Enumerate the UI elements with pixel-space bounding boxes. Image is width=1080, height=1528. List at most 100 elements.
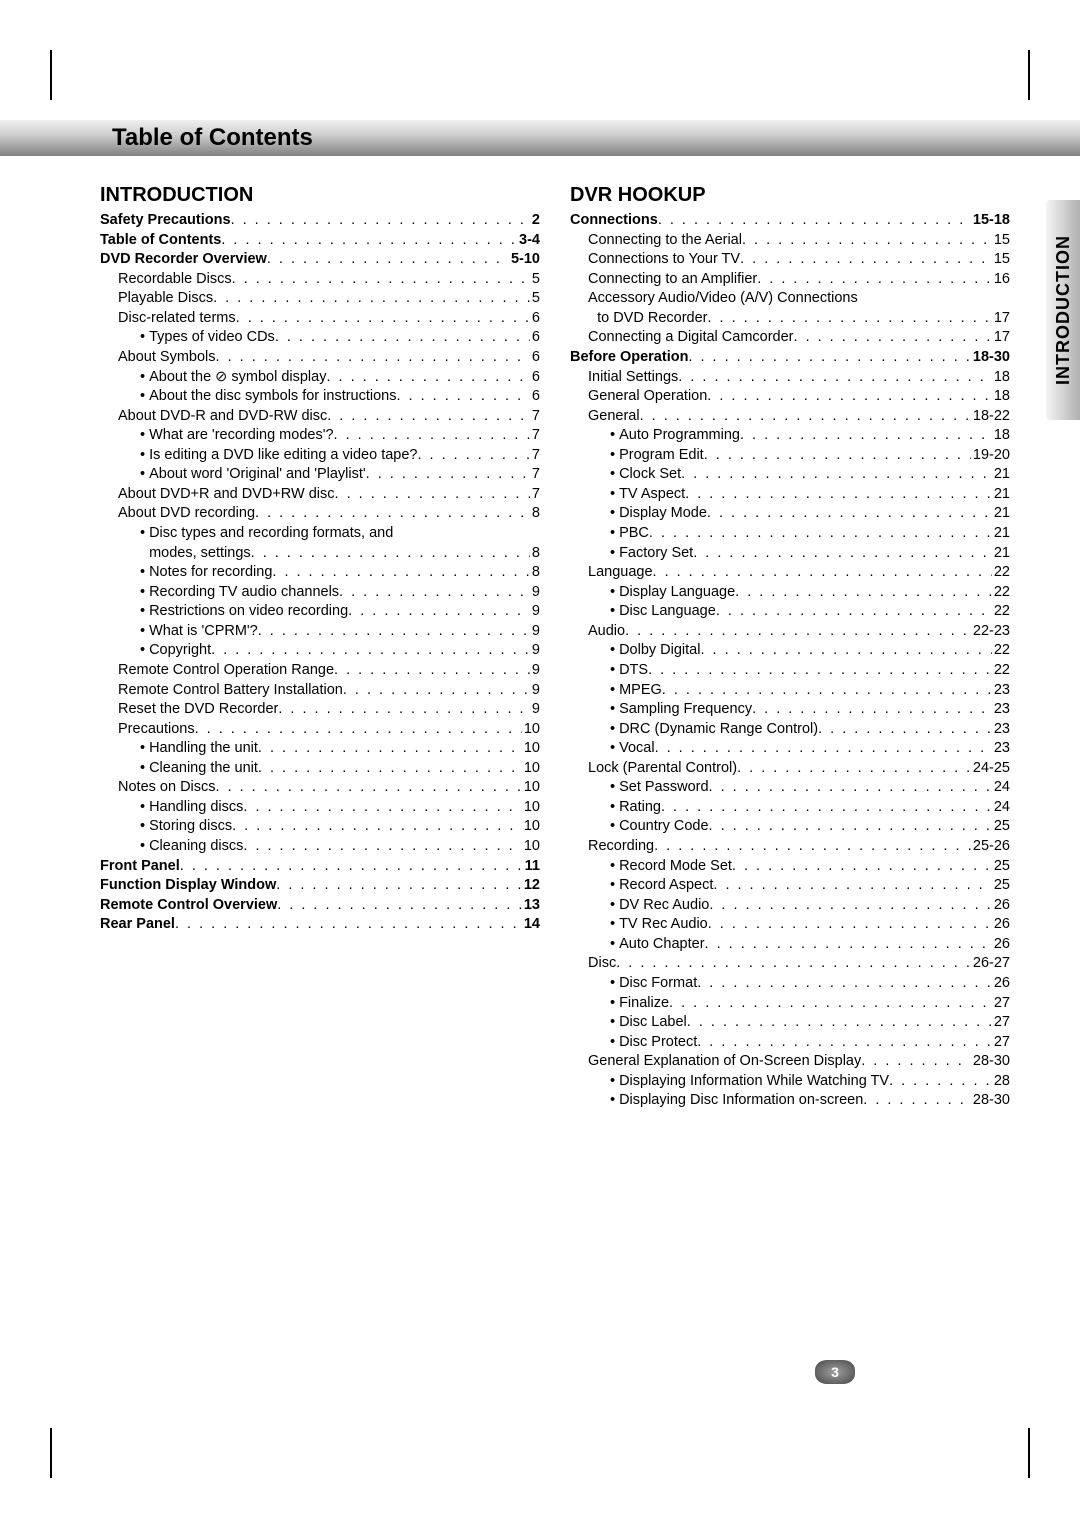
toc-entry: DVD Recorder Overview5-10 (100, 250, 540, 270)
toc-label: DVD Recorder Overview (100, 250, 267, 270)
toc-entry: General 18-22 (570, 407, 1010, 427)
toc-label: Connecting to the Aerial (588, 231, 742, 251)
toc-leader (195, 720, 522, 740)
toc-leader (737, 759, 971, 779)
crop-mark (1028, 50, 1030, 100)
toc-page: 24 (992, 778, 1010, 798)
toc-leader (861, 1052, 971, 1072)
bullet-icon: • (610, 994, 615, 1014)
toc-page: 15 (992, 231, 1010, 251)
toc-label: Recording (588, 837, 654, 857)
toc-leader (625, 622, 971, 642)
toc-page: 9 (530, 602, 540, 622)
toc-entry: •Auto Programming18 (570, 426, 1010, 446)
toc-label: Disc Label (619, 1013, 687, 1033)
toc-page: 10 (522, 817, 540, 837)
toc-page: 18-22 (971, 407, 1010, 427)
toc-label: PBC (619, 524, 649, 544)
toc-label: Copyright (149, 641, 211, 661)
toc-page: 6 (530, 348, 540, 368)
toc-leader (243, 837, 521, 857)
toc-label: Front Panel (100, 857, 180, 877)
toc-leader (231, 211, 530, 231)
toc-page: 9 (530, 681, 540, 701)
toc-label: Precautions (118, 720, 195, 740)
toc-entry: •PBC21 (570, 524, 1010, 544)
toc-label: to DVD Recorder (597, 309, 707, 329)
toc-page: 24-25 (971, 759, 1010, 779)
toc-leader (716, 602, 992, 622)
toc-entry: Audio22-23 (570, 622, 1010, 642)
toc-label: Connections (570, 211, 658, 231)
toc-leader (794, 328, 992, 348)
toc-label: Language (588, 563, 653, 583)
toc-label: Rear Panel (100, 915, 175, 935)
crop-mark (50, 1428, 52, 1478)
bullet-icon: • (140, 426, 145, 446)
toc-entry: Connecting a Digital Camcorder17 (570, 328, 1010, 348)
toc-entry: •modes, settings8 (100, 544, 540, 564)
toc-entry: Reset the DVD Recorder9 (100, 700, 540, 720)
toc-page: 21 (992, 485, 1010, 505)
toc-leader (752, 700, 992, 720)
toc-entry: •What are 'recording modes'?7 (100, 426, 540, 446)
toc-label: General (588, 407, 640, 427)
toc-label: Notes for recording (149, 563, 272, 583)
toc-page: 24 (992, 798, 1010, 818)
toc-label: Accessory Audio/Video (A/V) Connections (588, 289, 858, 309)
toc-label: Displaying Disc Information on-screen (619, 1091, 863, 1111)
toc-page: 6 (530, 328, 540, 348)
toc-leader (685, 485, 992, 505)
bullet-icon: • (610, 504, 615, 524)
toc-leader (616, 954, 971, 974)
toc-page: 15-18 (971, 211, 1010, 231)
toc-entry: •Display Language22 (570, 583, 1010, 603)
toc-page: 12 (522, 876, 540, 896)
toc-entry: Lock (Parental Control)24-25 (570, 759, 1010, 779)
toc-label: Connecting a Digital Camcorder (588, 328, 794, 348)
toc-leader (366, 465, 530, 485)
toc-leader (740, 250, 992, 270)
bullet-icon: • (610, 935, 615, 955)
toc-label: Playable Discs (118, 289, 213, 309)
toc-page: 6 (530, 387, 540, 407)
toc-entry: •Program Edit19-20 (570, 446, 1010, 466)
toc-entry: Before Operation18-30 (570, 348, 1010, 368)
toc-page: 8 (530, 563, 540, 583)
toc-leader (732, 857, 992, 877)
toc-entry: Table of Contents3-4 (100, 231, 540, 251)
toc-leader (213, 289, 530, 309)
toc-label: About the disc symbols for instructions (149, 387, 396, 407)
toc-leader (276, 876, 522, 896)
toc-label: Disc-related terms (118, 309, 236, 329)
toc-page: 10 (522, 759, 540, 779)
toc-entry: •Types of video CDs6 (100, 328, 540, 348)
toc-entry: •Handling the unit10 (100, 739, 540, 759)
toc-label: Types of video CDs (149, 328, 275, 348)
crop-mark (1028, 1428, 1030, 1478)
bullet-icon: • (610, 974, 615, 994)
bullet-icon: • (140, 563, 145, 583)
toc-entry: Notes on Discs10 (100, 778, 540, 798)
toc-leader (697, 974, 992, 994)
toc-label: Country Code (619, 817, 708, 837)
bullet-icon: • (140, 368, 145, 388)
toc-leader (258, 739, 522, 759)
toc-leader (704, 446, 971, 466)
toc-label: Remote Control Battery Installation (118, 681, 343, 701)
toc-page: 22 (992, 563, 1010, 583)
bullet-icon: • (610, 896, 615, 916)
toc-label: DTS (619, 661, 648, 681)
toc-label: Connecting to an Amplifier (588, 270, 757, 290)
toc-label: Notes on Discs (118, 778, 216, 798)
toc-page: 22 (992, 641, 1010, 661)
toc-page: 27 (992, 1033, 1010, 1053)
toc-label: Remote Control Operation Range (118, 661, 334, 681)
toc-entry: •Displaying Disc Information on-screen28… (570, 1091, 1010, 1111)
toc-page: 5 (530, 270, 540, 290)
toc-label: Display Mode (619, 504, 707, 524)
toc-label: About DVD recording (118, 504, 255, 524)
toc-label: Auto Programming (619, 426, 740, 446)
toc-label: Audio (588, 622, 625, 642)
toc-leader (709, 778, 992, 798)
